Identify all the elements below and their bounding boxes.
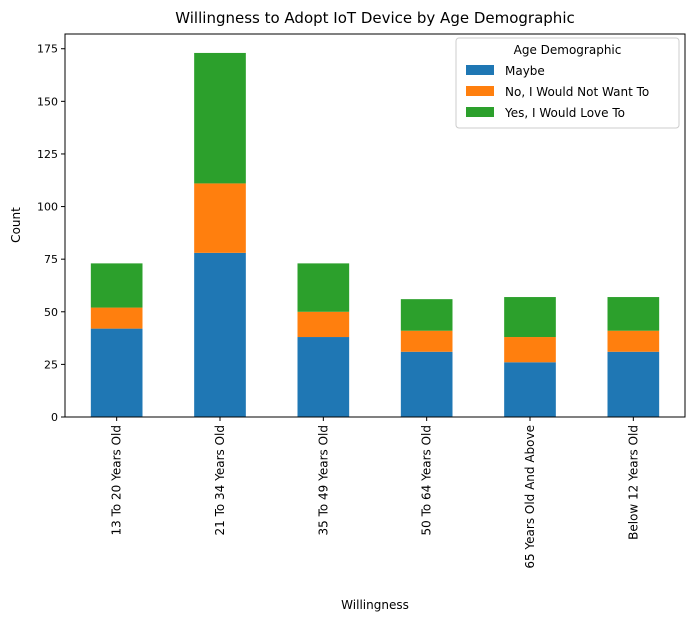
bar-segment [400,351,453,417]
y-tick-label: 75 [44,253,58,266]
bar-segment [194,52,246,184]
y-tick-label: 125 [37,148,58,161]
axes-frame [64,33,686,418]
legend-title: Age Demographic [514,43,622,57]
bar-segment [194,252,246,417]
y-axis-label: Count [9,207,23,243]
bar-segment [297,311,350,338]
bar-segment [607,351,660,417]
x-tick-label: Below 12 Years Old [626,425,640,540]
bar-segment [90,328,143,417]
bar-segment [194,183,246,253]
x-axis-label: Willingness [341,598,409,612]
y-tick-label: 50 [44,306,58,319]
legend-swatch [466,107,494,117]
bar-segment [607,330,660,352]
bar-segment [90,307,143,329]
bar-segment [297,263,350,312]
legend-label: Maybe [505,64,545,78]
x-tick-label: 65 Years Old And Above [523,425,537,569]
y-tick-label: 0 [51,411,58,424]
y-tick-label: 175 [37,43,58,56]
plot-area: 0 25 50 75 100 125 150 175 13 To 20 Years Old 21 … [37,33,686,569]
bar-segment [297,337,350,417]
legend-label: Yes, I Would Love To [504,106,625,120]
x-tick-label: 50 To 64 Years Old [420,425,434,535]
y-tick-label: 150 [37,95,58,108]
y-tick-label: 25 [44,358,58,371]
bar-segment [400,330,453,352]
bar-segment [607,297,660,331]
bar-segment [504,297,556,338]
bar-segment [90,263,143,308]
legend: Age Demographic Maybe No, I Would Not Want… [455,37,680,129]
bar-segment [504,362,556,417]
bar-segment [400,299,453,331]
legend-box [455,37,680,129]
y-tick-label: 100 [37,201,58,214]
chart-title: Willingness to Adopt IoT Device by Age D… [175,9,574,27]
legend-swatch [466,86,494,96]
x-tick-label: 13 To 20 Years Old [110,425,124,535]
x-tick-label: 35 To 49 Years Old [316,425,330,535]
x-tick-label: 21 To 34 Years Old [213,425,227,535]
legend-label: No, I Would Not Want To [505,85,649,99]
bar-segment [504,337,556,363]
legend-swatch [466,65,494,75]
